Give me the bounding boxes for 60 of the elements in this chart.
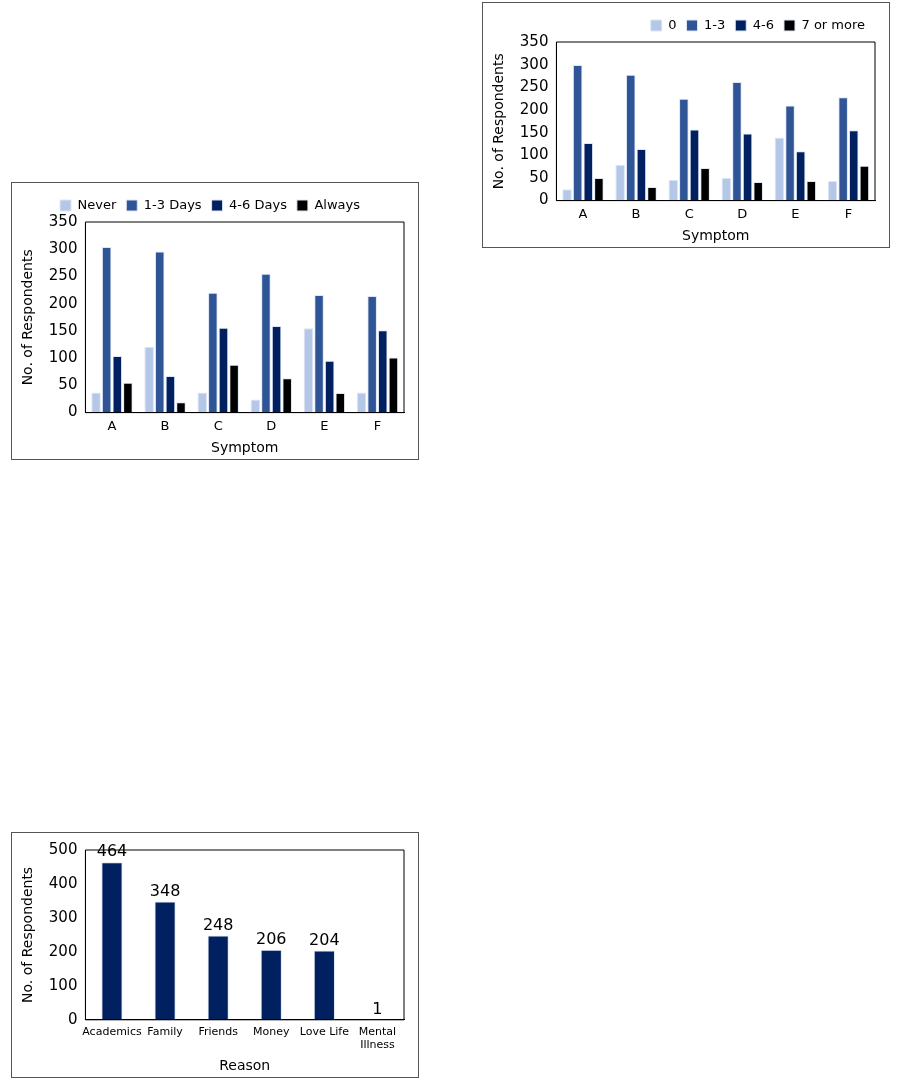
y-tick-label: 500 bbox=[48, 839, 78, 858]
x-tick-label: E bbox=[320, 417, 329, 433]
legend-label: 4-6 bbox=[752, 16, 774, 32]
y-axis-title: No. of Respondents bbox=[490, 53, 507, 190]
x-tick-label: Love Life bbox=[299, 1025, 350, 1039]
y-axis-title: No. of Respondents bbox=[19, 249, 36, 386]
y-tick-label: 200 bbox=[519, 99, 549, 118]
legend-label: 1-3 Days bbox=[143, 196, 202, 212]
y-tick-label: 350 bbox=[519, 31, 549, 50]
y-tick-label: 100 bbox=[519, 145, 549, 164]
y-tick-label: 200 bbox=[48, 293, 78, 312]
y-tick-label: 250 bbox=[519, 77, 549, 96]
x-tick-label: C bbox=[684, 205, 694, 221]
x-tick-label: A bbox=[107, 417, 117, 433]
x-tick-label: Money bbox=[253, 1025, 290, 1039]
x-tick-label: A bbox=[578, 205, 588, 221]
y-tick-label: 50 bbox=[58, 375, 78, 394]
data-label: 206 bbox=[255, 929, 287, 948]
y-tick-label: 400 bbox=[48, 873, 78, 892]
x-tick-label: D bbox=[266, 417, 277, 433]
y-tick-label: 200 bbox=[48, 941, 78, 960]
x-tick-label: F bbox=[373, 417, 382, 433]
x-tick-label: C bbox=[213, 417, 223, 433]
y-tick-label: 0 bbox=[67, 402, 78, 421]
x-tick-label: Friends bbox=[198, 1025, 239, 1039]
y-tick-label: 250 bbox=[48, 266, 78, 285]
legend-label: 7 or more bbox=[801, 16, 866, 32]
y-tick-label: 0 bbox=[67, 1009, 78, 1028]
y-tick-label: 100 bbox=[48, 975, 78, 994]
data-label: 464 bbox=[96, 841, 128, 861]
data-label: 248 bbox=[202, 914, 234, 934]
x-tick-label: F bbox=[844, 205, 853, 221]
x-tick-label: Mental Illness bbox=[358, 1025, 397, 1052]
legend-label: 4-6 Days bbox=[229, 196, 288, 212]
legend-label: Never bbox=[77, 196, 117, 212]
x-tick-label: Academics bbox=[82, 1025, 142, 1039]
data-label: 348 bbox=[149, 880, 181, 900]
x-tick-label: B bbox=[160, 417, 170, 433]
y-tick-label: 300 bbox=[48, 239, 78, 258]
y-tick-label: 300 bbox=[519, 54, 549, 73]
y-tick-label: 100 bbox=[48, 348, 78, 367]
y-tick-label: 350 bbox=[48, 211, 78, 230]
x-axis-title: Symptom bbox=[211, 439, 279, 456]
data-label: 204 bbox=[309, 929, 340, 949]
y-tick-label: 150 bbox=[519, 122, 549, 141]
x-tick-label: E bbox=[791, 205, 800, 221]
x-axis-title: Symptom bbox=[682, 227, 750, 244]
y-tick-label: 300 bbox=[48, 907, 78, 926]
x-tick-label: B bbox=[631, 205, 641, 221]
x-axis-title: Reason bbox=[219, 1057, 271, 1074]
x-tick-label: D bbox=[737, 205, 748, 221]
y-tick-label: 150 bbox=[48, 320, 78, 339]
x-tick-label: Family bbox=[147, 1025, 184, 1039]
y-tick-label: 0 bbox=[538, 190, 549, 209]
data-label: 1 bbox=[372, 998, 383, 1018]
y-axis-title: No. of Respondents bbox=[19, 866, 36, 1003]
legend-label: Always bbox=[314, 196, 361, 212]
y-tick-label: 50 bbox=[529, 167, 549, 186]
legend-label: 0 bbox=[668, 16, 677, 32]
legend-label: 1-3 bbox=[704, 16, 726, 32]
